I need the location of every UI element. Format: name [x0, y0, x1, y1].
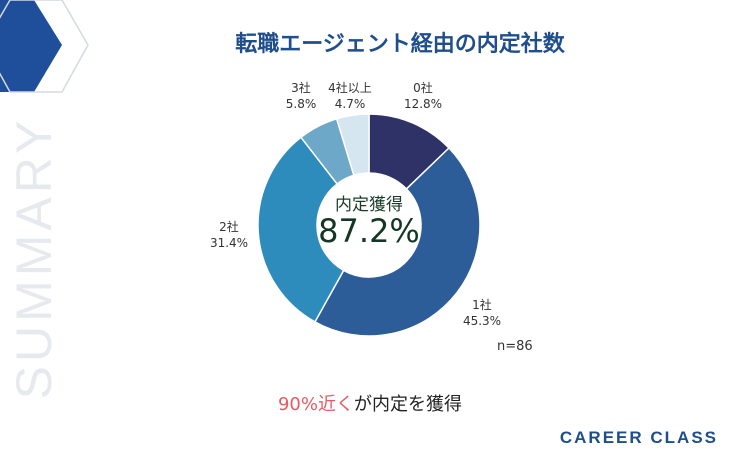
hexagon-solid — [0, 0, 62, 92]
donut-slice-1 — [313, 146, 481, 337]
donut-slice-2 — [257, 136, 345, 323]
slice-value-3: 5.8% — [285, 97, 317, 111]
summary-caption: 90%近くが内定を獲得 — [230, 390, 510, 416]
slice-label-4: 4社以上 4.7% — [322, 80, 378, 112]
corner-hexagon-decoration — [0, 0, 89, 93]
center-value: 87.2% — [318, 212, 420, 250]
donut-slice-4 — [335, 113, 370, 177]
hexagon-outline — [0, 0, 89, 93]
slice-category-3: 3社 — [291, 81, 311, 95]
chart-title: 転職エージェント経由の内定社数 — [235, 32, 565, 57]
slice-value-0: 12.8% — [403, 97, 443, 111]
caption-rest: が内定を獲得 — [354, 394, 462, 415]
slice-label-0: 0社 12.8% — [398, 80, 448, 112]
slice-category-0: 0社 — [413, 81, 433, 95]
slice-value-4: 4.7% — [334, 97, 366, 111]
slice-category-4: 4社以上 — [328, 81, 372, 95]
slice-value-2: 31.4% — [209, 236, 249, 250]
slice-label-3: 3社 5.8% — [279, 80, 323, 112]
caption-highlight: 90%近く — [277, 394, 354, 415]
center-label: 内定獲得 — [335, 195, 403, 215]
brand-logo-text: CAREER CLASS — [559, 428, 718, 447]
slice-category-1: 1社 — [472, 298, 492, 312]
sample-size-note: n=86 — [497, 339, 533, 354]
slice-value-1: 45.3% — [462, 314, 502, 328]
slice-category-2: 2社 — [219, 220, 239, 234]
slice-label-2: 2社 31.4% — [204, 219, 254, 251]
slice-label-1: 1社 45.3% — [457, 297, 507, 329]
